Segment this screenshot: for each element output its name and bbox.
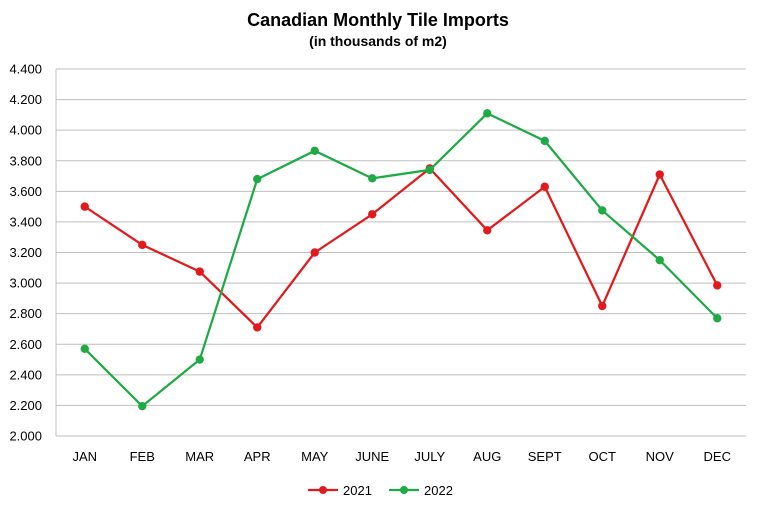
y-tick-label: 3.800 — [9, 153, 42, 168]
y-tick-label: 4.000 — [9, 123, 42, 138]
data-point-2022 — [195, 355, 204, 364]
y-tick-label: 2.400 — [9, 367, 42, 382]
data-point-2022 — [713, 314, 722, 323]
data-point-2021 — [483, 226, 492, 235]
gridlines — [56, 68, 746, 437]
data-point-2021 — [713, 281, 722, 290]
series-line-2021 — [84, 167, 719, 329]
data-point-2022 — [253, 174, 262, 184]
x-tick-label: MAR — [185, 449, 214, 464]
legend-label-2022: 2022 — [424, 483, 453, 498]
y-tick-label: 3.000 — [9, 276, 42, 291]
x-tick-label: JUNE — [355, 449, 389, 464]
data-point-2022 — [80, 344, 89, 354]
y-tick-label: 4.400 — [9, 62, 42, 77]
y-tick-label: 3.600 — [9, 184, 42, 199]
y-tick-label: 4.200 — [9, 92, 42, 107]
legend-label-2021: 2021 — [343, 483, 372, 498]
data-point-2022 — [598, 206, 607, 215]
x-tick-label: APR — [244, 449, 271, 464]
data-point-2021 — [310, 248, 319, 257]
x-tick-label: MAY — [301, 449, 329, 464]
data-point-2022 — [310, 146, 319, 156]
data-point-2022 — [425, 165, 434, 175]
data-point-2022 — [368, 174, 377, 183]
data-point-2021 — [80, 202, 89, 211]
series-line-2022 — [83, 112, 719, 408]
legend-marker-2022 — [400, 486, 408, 494]
x-tick-label: FEB — [130, 449, 155, 464]
x-tick-label: JULY — [414, 449, 445, 464]
y-tick-label: 2.600 — [9, 337, 42, 352]
data-point-2022 — [138, 401, 147, 411]
legend-marker-2021 — [319, 486, 327, 494]
x-axis: JAN FEB MAR APR MAY JUNE JULY AUG SEPT OCT NOV DEC — [72, 449, 731, 464]
x-tick-label: NOV — [646, 449, 675, 464]
y-tick-label: 2.200 — [9, 398, 42, 413]
x-tick-label: SEPT — [528, 449, 562, 464]
x-tick-label: DEC — [704, 449, 731, 464]
y-axis: 2.000 2.200 2.400 2.600 2.800 3.000 3.200 3.400… — [9, 62, 57, 444]
data-point-2021 — [195, 267, 204, 276]
legend: 2021 2022 — [308, 483, 453, 498]
data-point-2021 — [540, 182, 549, 191]
data-point-2021 — [138, 240, 147, 250]
y-tick-label: 2.800 — [9, 306, 42, 321]
chart-subtitle: (in thousands of m2) — [309, 33, 447, 49]
data-point-2021 — [368, 210, 377, 219]
x-tick-label: AUG — [473, 449, 501, 464]
chart-title: Canadian Monthly Tile Imports — [247, 10, 509, 30]
series-group — [80, 109, 722, 411]
data-point-2022 — [540, 136, 549, 146]
x-tick-label: JAN — [72, 449, 97, 464]
y-tick-label: 3.200 — [9, 245, 42, 260]
data-point-2021 — [598, 301, 607, 311]
x-tick-label: OCT — [589, 449, 617, 464]
y-tick-label: 3.400 — [9, 214, 42, 229]
data-point-2022 — [655, 255, 664, 265]
y-tick-label: 2.000 — [9, 429, 42, 444]
data-point-2021 — [253, 323, 262, 332]
data-point-2021 — [655, 170, 664, 179]
data-point-2022 — [483, 109, 492, 118]
